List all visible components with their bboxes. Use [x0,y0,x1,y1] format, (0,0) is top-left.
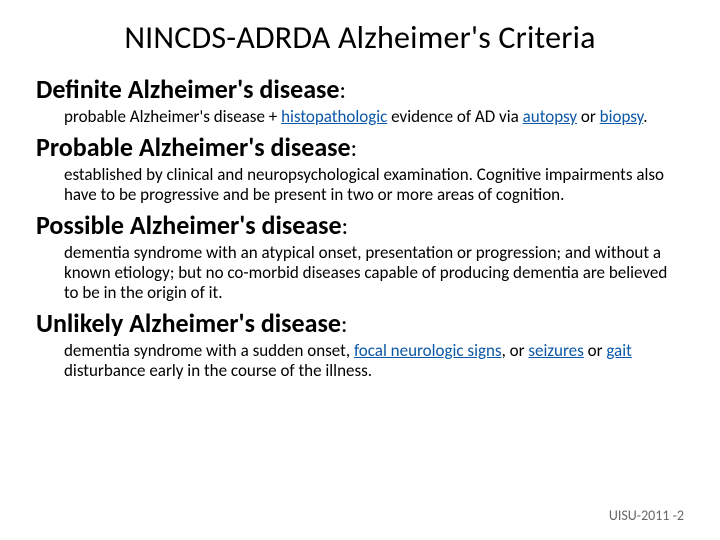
body-run: dementia syndrome with an atypical onset… [64,242,667,303]
body-run: . [643,106,647,127]
slide-footer: UISU-2011 -2 [609,507,684,524]
colon: : [351,134,357,163]
body-run: or [584,340,607,361]
section-body: dementia syndrome with an atypical onset… [64,243,674,303]
section-body: probable Alzheimer's disease + histopath… [64,107,674,127]
link-text[interactable]: histopathologic [281,106,387,127]
section-heading: Possible Alzheimer's disease: [36,211,684,241]
section-heading-text: Possible Alzheimer's disease [36,209,342,241]
section-heading: Unlikely Alzheimer's disease: [36,309,684,339]
sections-container: Definite Alzheimer's disease:probable Al… [36,75,684,381]
body-run: , or [502,340,529,361]
body-run: probable Alzheimer's disease + [64,106,281,127]
section-heading-text: Definite Alzheimer's disease [36,73,340,105]
link-text[interactable]: focal neurologic signs [354,340,502,361]
colon: : [342,212,348,241]
colon: : [341,310,347,339]
section-body: dementia syndrome with a sudden onset, f… [64,341,674,381]
body-run: or [577,106,600,127]
body-run: dementia syndrome with a sudden onset, [64,340,354,361]
slide-title: NINCDS-ADRDA Alzheimer's Criteria [36,18,684,57]
colon: : [340,76,346,105]
body-run: established by clinical and neuropsychol… [64,164,664,205]
body-run: evidence of AD via [387,106,522,127]
slide-container: NINCDS-ADRDA Alzheimer's Criteria Defini… [0,0,720,540]
section-heading: Probable Alzheimer's disease: [36,133,684,163]
section-heading-text: Probable Alzheimer's disease [36,131,351,163]
section-heading-text: Unlikely Alzheimer's disease [36,307,341,339]
section-heading: Definite Alzheimer's disease: [36,75,684,105]
link-text[interactable]: seizures [528,340,583,361]
link-text[interactable]: biopsy [600,106,644,127]
link-text[interactable]: autopsy [523,106,577,127]
body-run: disturbance early in the course of the i… [64,360,372,381]
section-body: established by clinical and neuropsychol… [64,165,674,205]
link-text[interactable]: gait [606,340,631,361]
